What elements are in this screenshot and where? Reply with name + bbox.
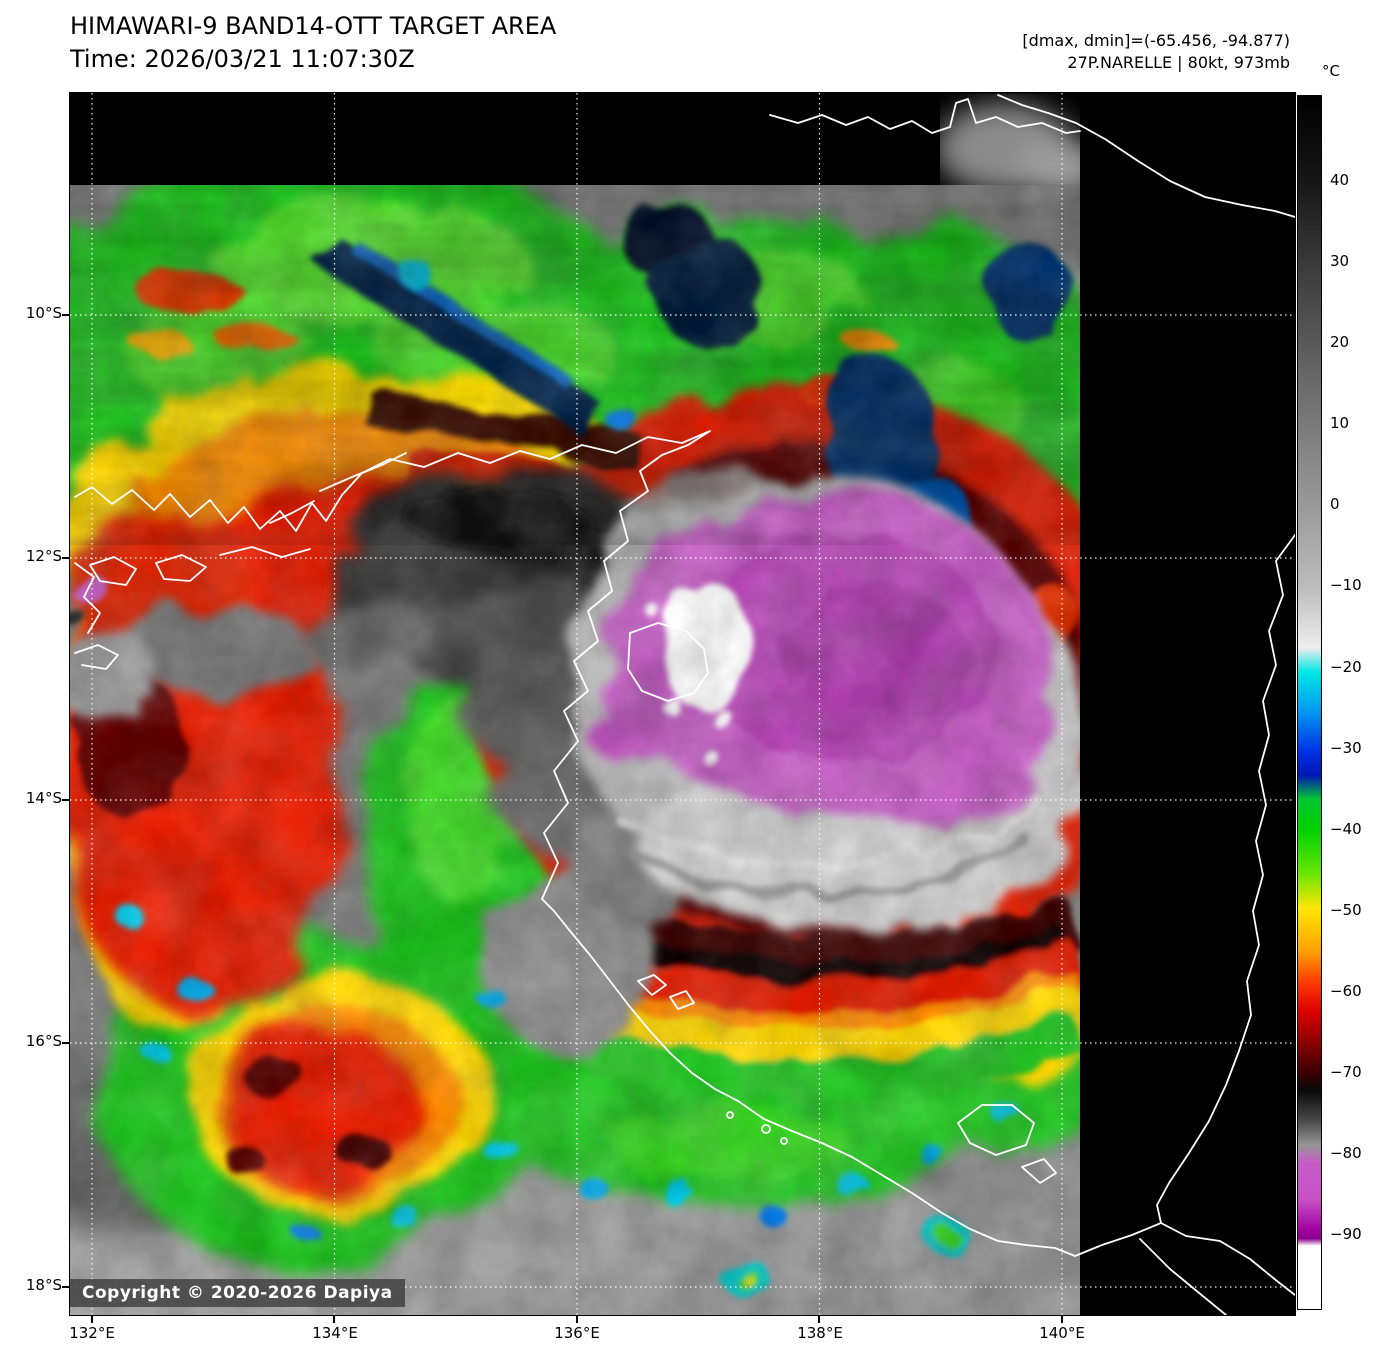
axis-tick	[62, 799, 69, 801]
lat-label-18s: 18°S	[25, 1276, 62, 1294]
data-footprint	[70, 185, 1080, 1315]
axis-tick	[62, 1042, 69, 1044]
lon-label-136e: 136°E	[554, 1324, 600, 1342]
lon-label-134e: 134°E	[312, 1324, 358, 1342]
lon-label-132e: 132°E	[69, 1324, 115, 1342]
temperature-colorbar	[1297, 95, 1322, 1310]
map-canvas: Copyright © 2020-2026 Dapiya	[69, 92, 1296, 1316]
cb-tick-m20: −20	[1330, 658, 1362, 676]
satellite-imagery	[70, 93, 1295, 1315]
lat-label-12s: 12°S	[25, 547, 62, 565]
axis-tick	[62, 1286, 69, 1288]
dmax-dmin-readout: [dmax, dmin]=(-65.456, -94.877)	[1022, 31, 1290, 50]
lat-label-14s: 14°S	[25, 789, 62, 807]
cb-tick-m80: −80	[1330, 1144, 1362, 1162]
lat-label-10s: 10°S	[25, 304, 62, 322]
axis-tick	[818, 1316, 820, 1323]
cb-tick-0: 0	[1330, 495, 1340, 513]
axis-tick	[62, 557, 69, 559]
lon-label-138e: 138°E	[797, 1324, 843, 1342]
cb-tick-40: 40	[1330, 171, 1350, 189]
storm-intensity-label: 27P.NARELLE | 80kt, 973mb	[1067, 53, 1290, 72]
streak-texture	[70, 185, 1080, 545]
coastlines	[74, 94, 1295, 1315]
timestamp: Time: 2026/03/21 11:07:30Z	[70, 45, 415, 73]
cb-tick-m70: −70	[1330, 1063, 1362, 1081]
cb-tick-m60: −60	[1330, 982, 1362, 1000]
cb-tick-20: 20	[1330, 333, 1350, 351]
cb-tick-m90: −90	[1330, 1225, 1362, 1243]
cb-tick-m30: −30	[1330, 739, 1362, 757]
page-title: HIMAWARI-9 BAND14-OTT TARGET AREA	[70, 12, 557, 40]
cb-tick-m50: −50	[1330, 901, 1362, 919]
cb-tick-30: 30	[1330, 252, 1350, 270]
cb-tick-m10: −10	[1330, 576, 1362, 594]
axis-tick	[576, 1316, 578, 1323]
axis-tick	[1061, 1316, 1063, 1323]
copyright-badge: Copyright © 2020-2026 Dapiya	[70, 1279, 405, 1307]
header-right: [dmax, dmin]=(-65.456, -94.877) 27P.NARE…	[1022, 30, 1290, 74]
axis-tick	[91, 1316, 93, 1323]
lon-label-140e: 140°E	[1039, 1324, 1085, 1342]
cb-tick-m40: −40	[1330, 820, 1362, 838]
axis-tick	[62, 314, 69, 316]
graticule-gridlines	[70, 93, 1295, 1315]
axis-tick	[333, 1316, 335, 1323]
lat-label-16s: 16°S	[25, 1032, 62, 1050]
colorbar-unit: °C	[1322, 62, 1340, 80]
cb-tick-10: 10	[1330, 414, 1350, 432]
